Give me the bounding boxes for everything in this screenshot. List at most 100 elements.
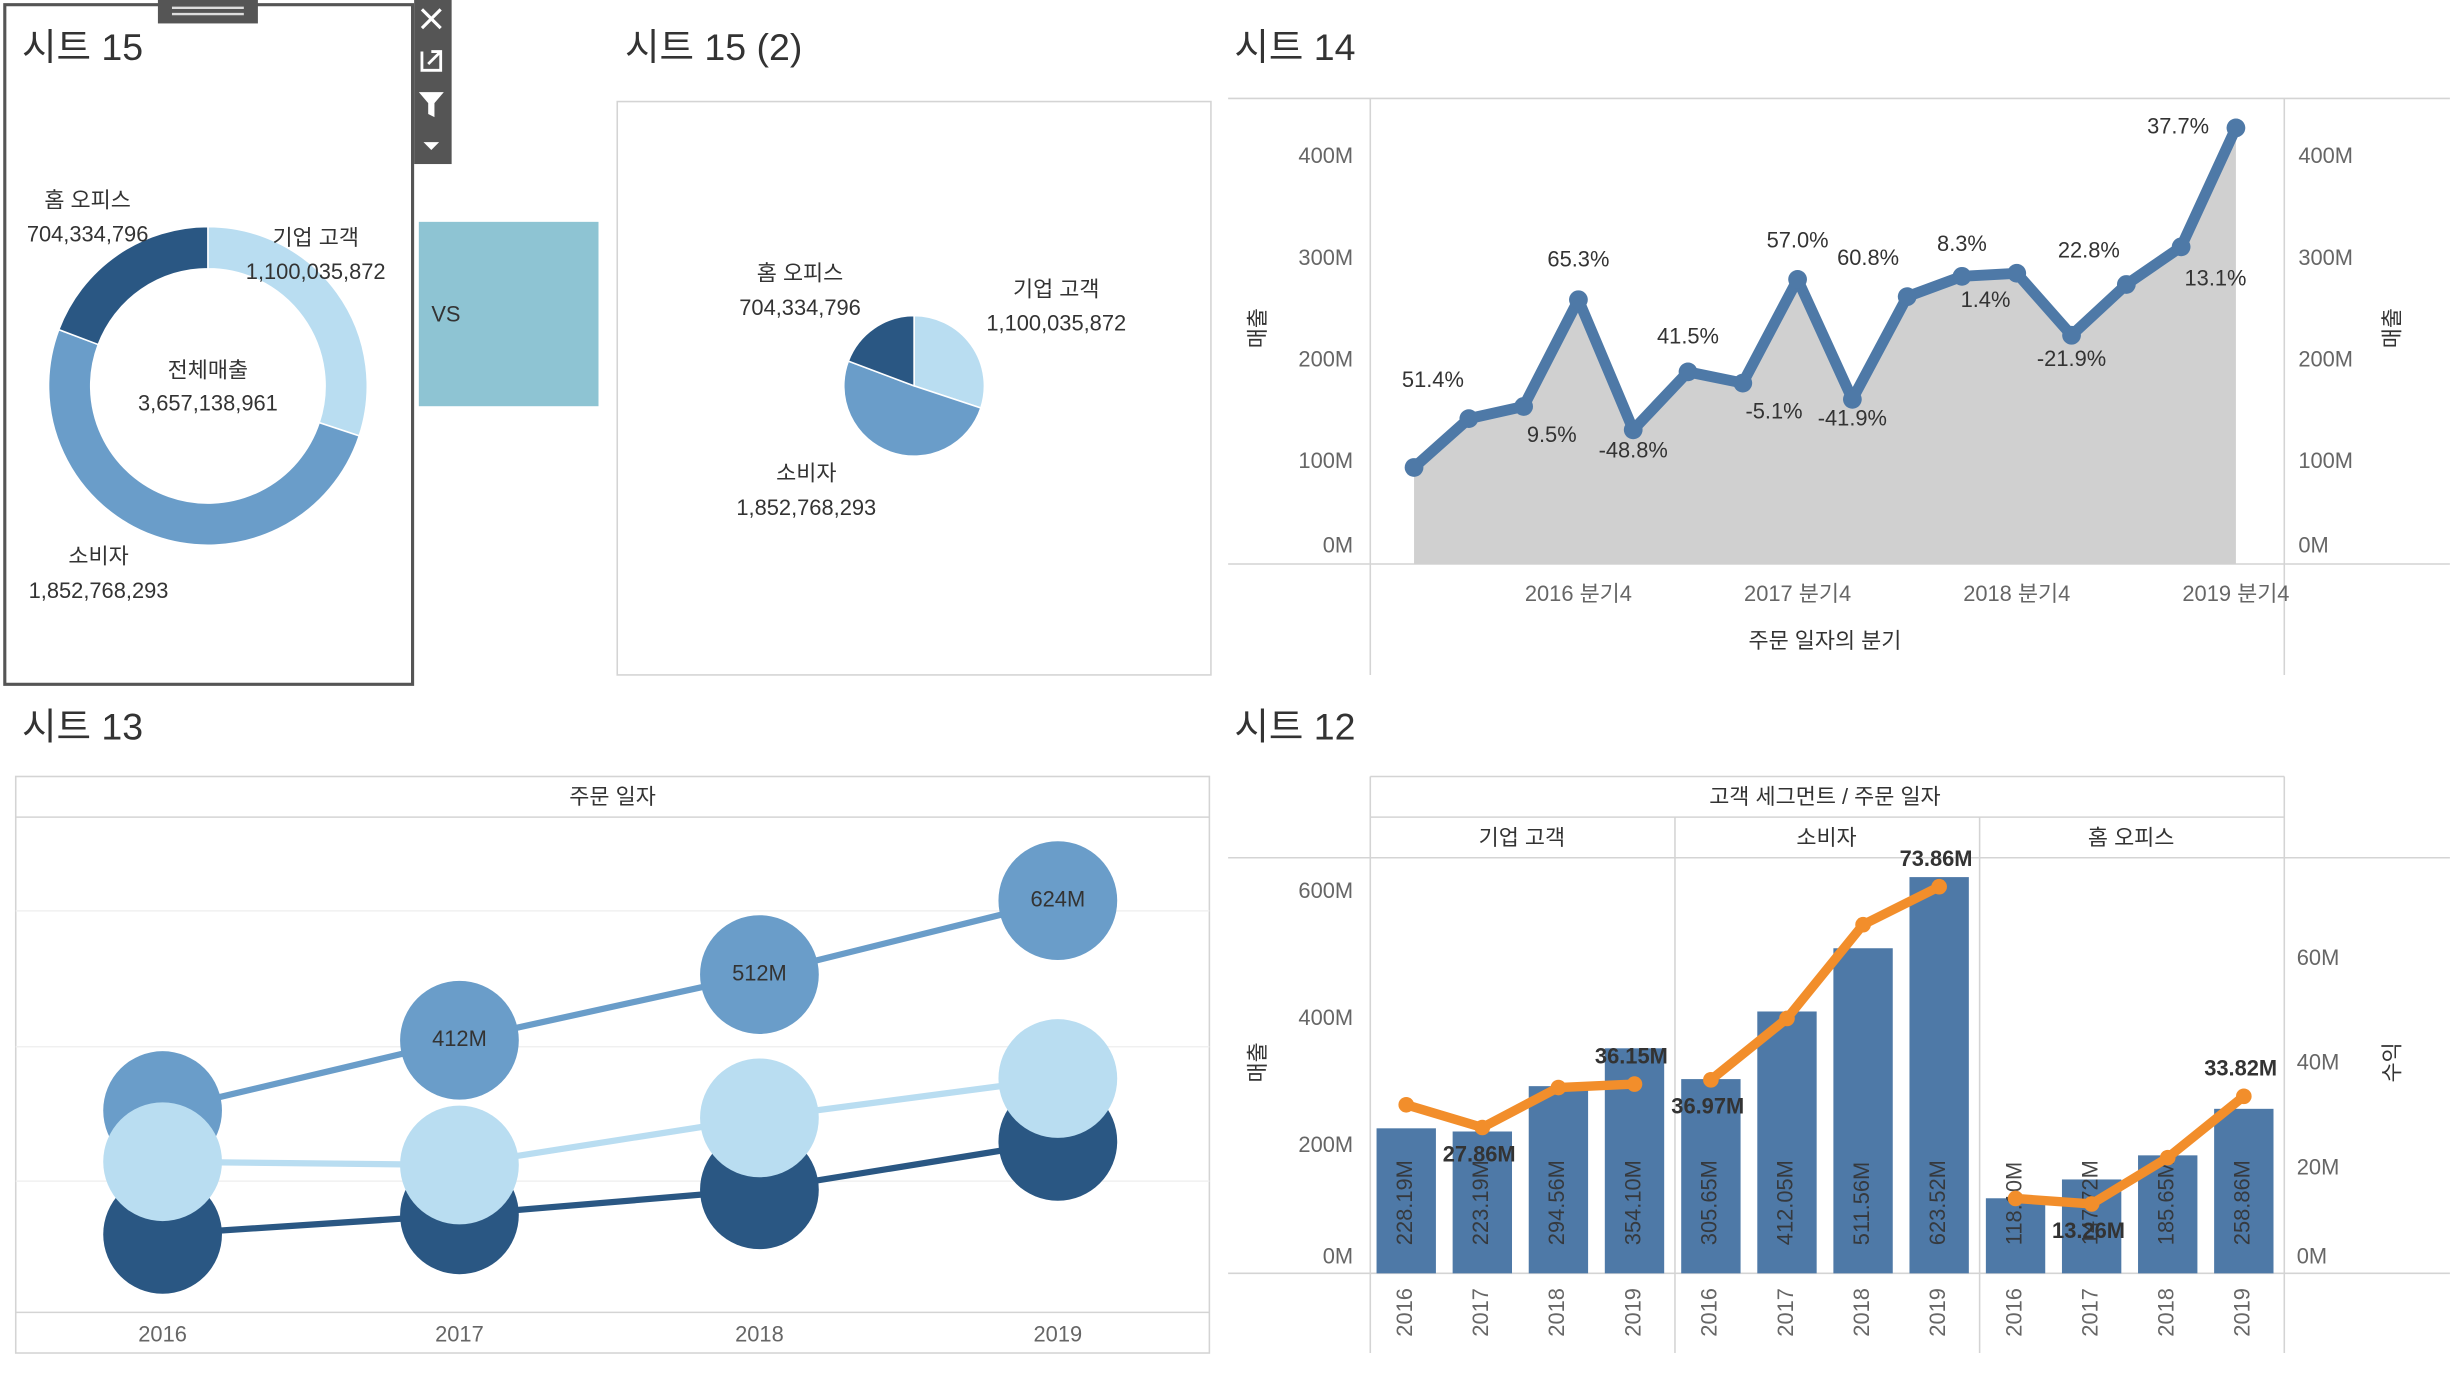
y2-tick-label: 200M — [2298, 346, 2353, 371]
x-tick-label: 2018 — [2154, 1288, 2179, 1337]
bar-label: 294.56M — [1544, 1160, 1569, 1245]
line-label: 73.86M — [1900, 846, 1973, 871]
line-label: 33.82M — [2204, 1056, 2277, 1081]
more-icon[interactable] — [423, 142, 440, 150]
pie-slice — [913, 314, 986, 409]
y-tick-label: 400M — [1298, 143, 1353, 168]
bubble — [400, 980, 519, 1100]
pane-header: 홈 오피스 — [2088, 825, 2175, 850]
x-tick-label: 2016 — [1697, 1288, 1722, 1337]
line-label: 27.86M — [1443, 1141, 1516, 1166]
point — [1623, 420, 1643, 440]
x-tick-label: 2019 — [2230, 1288, 2255, 1337]
growth-label: 8.3% — [1937, 231, 1987, 256]
line-point — [2236, 1088, 2252, 1105]
drag-handle[interactable] — [157, 0, 258, 24]
line-point — [1398, 1096, 1415, 1113]
y2-tick-label: 60M — [2297, 945, 2340, 970]
handle-tab[interactable] — [157, 0, 258, 24]
y2-tick-label: 0M — [2297, 1243, 2327, 1268]
bar-label: 305.65M — [1697, 1160, 1722, 1245]
line — [1401, 1079, 1640, 1133]
bar-label: 623.52M — [1925, 1160, 1950, 1245]
close-icon[interactable] — [420, 8, 442, 30]
y2-axis-label: 매출 — [2379, 308, 2404, 348]
growth-label: -21.9% — [2037, 346, 2106, 371]
y2-tick-label: 40M — [2297, 1050, 2340, 1075]
point — [1678, 362, 1698, 382]
x-tick-label: 2016 — [1392, 1288, 1417, 1337]
y-axis-label: 매출 — [1245, 308, 1270, 348]
slice-value: 1,852,768,293 — [736, 495, 876, 520]
bar-label: 511.56M — [1849, 1162, 1874, 1245]
slice-name: 기업 고객 — [272, 225, 359, 250]
slice-name: 소비자 — [68, 544, 128, 569]
bubble-label: 512M — [732, 960, 787, 985]
y-tick-label: 0M — [1323, 1243, 1353, 1268]
growth-label: -48.8% — [1599, 437, 1668, 462]
point — [1897, 287, 1917, 307]
point — [2171, 237, 2191, 257]
pane-header: 기업 고객 — [1479, 825, 1566, 850]
y-axis-label: 매출 — [1245, 1042, 1270, 1082]
bar-label: 354.10M — [1620, 1160, 1645, 1245]
slice-name: 홈 오피스 — [44, 187, 131, 212]
x-tick-label: 2017 — [1468, 1288, 1493, 1337]
point — [1404, 458, 1424, 477]
line-label: 36.15M — [1595, 1043, 1668, 1068]
growth-label: 13.1% — [2185, 265, 2247, 290]
slice-value: 1,100,035,872 — [246, 259, 386, 284]
line — [1706, 882, 1944, 1085]
x-tick-label: 2016 — [2001, 1288, 2026, 1337]
line-label: 36.97M — [1671, 1094, 1744, 1119]
pane-header: 소비자 — [1796, 825, 1856, 850]
point — [2116, 275, 2136, 294]
y2-tick-label: 100M — [2298, 448, 2353, 473]
y2-tick-label: 400M — [2298, 143, 2353, 168]
point — [1843, 389, 1862, 409]
x-tick-label: 2016 분기4 — [1525, 581, 1632, 606]
bar — [2214, 1108, 2274, 1274]
y2-axis-label: 수익 — [2379, 1042, 2404, 1082]
point — [2007, 263, 2027, 283]
pie-slice — [843, 360, 982, 457]
line-point — [1474, 1119, 1491, 1136]
x-tick-label: 2017 — [2077, 1288, 2102, 1337]
pie-slice — [57, 225, 209, 346]
y-tick-label: 600M — [1298, 878, 1353, 903]
line-point — [1550, 1079, 1567, 1096]
y-tick-label: 400M — [1298, 1005, 1353, 1030]
y-tick-label: 100M — [1298, 448, 1353, 473]
line-point — [2007, 1190, 2024, 1207]
x-tick-label: 2018 — [1849, 1288, 1874, 1337]
series-line — [161, 897, 1059, 1114]
x-tick-label: 2019 — [1925, 1288, 1950, 1337]
y-tick-label: 200M — [1298, 346, 1353, 371]
bubble — [998, 841, 1118, 961]
x-tick-label: 2019 — [1620, 1288, 1645, 1337]
point — [1788, 270, 1807, 289]
bar — [1452, 1131, 1513, 1274]
growth-label: 41.5% — [1657, 323, 1719, 348]
center-label: 전체매출 — [168, 358, 248, 383]
line-point — [2083, 1196, 2100, 1212]
line-point — [1626, 1076, 1643, 1092]
filter-icon[interactable] — [418, 92, 444, 118]
point — [1569, 290, 1588, 310]
bar-label: 185.65M — [2154, 1160, 2179, 1245]
point — [2062, 325, 2081, 345]
x-tick-label: 2016 — [138, 1322, 187, 1347]
column-header: 주문 일자 — [569, 784, 656, 809]
open-icon[interactable] — [420, 50, 443, 72]
y-tick-label: 0M — [1323, 533, 1353, 558]
header: 고객 세그먼트 / 주문 일자 — [1709, 784, 1940, 809]
growth-label: 60.8% — [1837, 245, 1899, 270]
point — [1952, 266, 1972, 286]
y2-tick-label: 300M — [2298, 245, 2353, 270]
slice-name: 소비자 — [776, 461, 836, 486]
bubble — [400, 1105, 519, 1225]
bar — [1833, 948, 1893, 1274]
series-line — [162, 1138, 1059, 1238]
line-point — [2159, 1149, 2176, 1166]
